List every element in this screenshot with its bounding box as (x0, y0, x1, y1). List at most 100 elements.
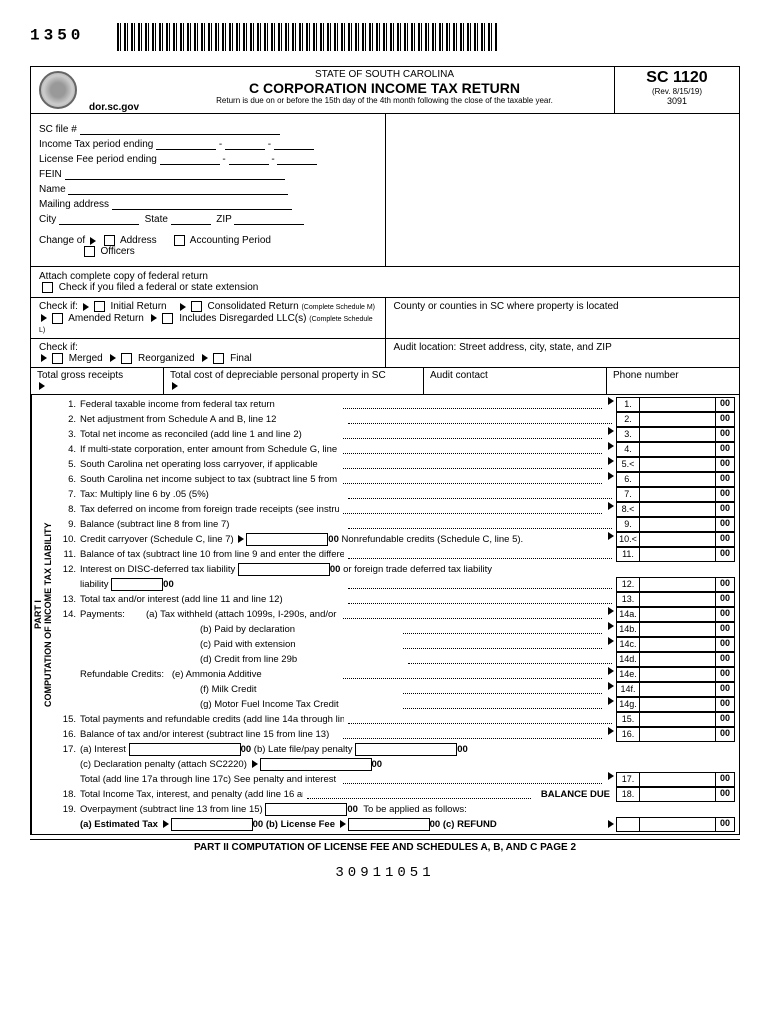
amount-input[interactable] (640, 457, 716, 472)
inline-input[interactable] (171, 818, 253, 831)
triangle-icon (151, 314, 157, 322)
input-zip[interactable] (234, 213, 304, 225)
inline-input[interactable] (348, 818, 430, 831)
amount-input[interactable] (640, 727, 716, 742)
amount-input[interactable] (640, 427, 716, 442)
checkbox-address[interactable] (104, 235, 115, 246)
line-text: Balance of tax and/or interest (subtract… (80, 729, 339, 740)
line-row: 5.South Carolina net operating loss carr… (50, 457, 739, 472)
checkbox-initial[interactable] (94, 301, 105, 312)
line-row: (b) Paid by declaration14b.00 (50, 622, 739, 637)
label-mailing: Mailing address (39, 199, 109, 210)
inline-input[interactable] (238, 563, 330, 576)
input-license-3[interactable] (277, 153, 317, 165)
checkbox-extension[interactable] (42, 282, 53, 293)
amount-input[interactable] (640, 592, 716, 607)
amount-input[interactable] (640, 472, 716, 487)
triangle-icon (608, 532, 614, 540)
line-marker: 14c. (616, 637, 640, 652)
cents-label: 00 (716, 667, 735, 682)
form-title: C CORPORATION INCOME TAX RETURN (159, 80, 610, 96)
checkbox-accounting[interactable] (174, 235, 185, 246)
triangle-icon (41, 354, 47, 362)
line-marker: 14d. (616, 652, 640, 667)
input-license-2[interactable] (229, 153, 269, 165)
input-mailing[interactable] (112, 198, 292, 210)
amount-input[interactable] (640, 577, 716, 592)
amount-input[interactable] (640, 697, 716, 712)
amount-input[interactable] (640, 607, 716, 622)
checkbox-consolidated[interactable] (191, 301, 202, 312)
inline-input[interactable] (246, 533, 328, 546)
checkbox-reorganized[interactable] (121, 353, 132, 364)
cents-label: 00 (716, 427, 735, 442)
triangle-icon (340, 820, 346, 828)
amount-input[interactable] (640, 412, 716, 427)
inline-input[interactable] (355, 743, 457, 756)
label-fein: FEIN (39, 169, 62, 180)
amount-input[interactable] (640, 517, 716, 532)
line-marker: 13. (616, 592, 640, 607)
amount-input[interactable] (640, 712, 716, 727)
inline-input[interactable] (260, 758, 372, 771)
amount-input[interactable] (640, 442, 716, 457)
cents-label: 00 (716, 472, 735, 487)
line-text: If multi-state corporation, enter amount… (80, 444, 339, 455)
amount-input[interactable] (640, 397, 716, 412)
amount-input[interactable] (640, 622, 716, 637)
checkbox-officers[interactable] (84, 246, 95, 257)
top-strip: 1350 (30, 23, 740, 51)
input-income-2[interactable] (225, 138, 265, 150)
label-reorganized: Reorganized (138, 353, 195, 364)
receipts-section: Total gross receipts Total cost of depre… (30, 368, 740, 395)
line-row: 18.Total Income Tax, interest, and penal… (50, 787, 739, 802)
cents-label: 00 (716, 532, 735, 547)
inline-input[interactable] (111, 578, 163, 591)
amount-input[interactable] (640, 637, 716, 652)
input-sc-file[interactable] (80, 123, 280, 135)
line-number: 7. (54, 489, 80, 500)
label-state: State (145, 214, 168, 225)
checkbox-amended[interactable] (52, 313, 63, 324)
amount-input[interactable] (640, 817, 716, 832)
input-income-1[interactable] (156, 138, 216, 150)
cents-label: 00 (716, 457, 735, 472)
form-page: 1350 dor.sc.gov STATE OF SOUTH CAROLINA … (0, 0, 770, 901)
label-city: City (39, 214, 56, 225)
checkbox-final[interactable] (213, 353, 224, 364)
input-fein[interactable] (65, 168, 285, 180)
checkbox-disregarded[interactable] (162, 313, 173, 324)
line-row: 13.Total tax and/or interest (add line 1… (50, 592, 739, 607)
line-number: 1. (54, 399, 80, 410)
triangle-icon (608, 427, 614, 435)
inline-input[interactable] (129, 743, 241, 756)
amount-input[interactable] (640, 667, 716, 682)
amount-input[interactable] (640, 502, 716, 517)
inline-input[interactable] (265, 803, 347, 816)
triangle-icon (608, 727, 614, 735)
line-marker: 14f. (616, 682, 640, 697)
line-row: (a) Estimated Tax 00 (b) License Fee 00 … (50, 817, 739, 832)
input-state[interactable] (171, 213, 211, 225)
input-license-1[interactable] (160, 153, 220, 165)
amount-input[interactable] (640, 547, 716, 562)
input-income-3[interactable] (274, 138, 314, 150)
amount-input[interactable] (640, 787, 716, 802)
amount-input[interactable] (640, 487, 716, 502)
amount-input[interactable] (640, 532, 716, 547)
input-city[interactable] (59, 213, 139, 225)
triangle-icon (608, 502, 614, 510)
line-marker: 9. (616, 517, 640, 532)
amount-input[interactable] (640, 682, 716, 697)
triangle-icon (608, 472, 614, 480)
input-name[interactable] (68, 183, 288, 195)
triangle-icon (252, 760, 258, 768)
amount-input[interactable] (640, 772, 716, 787)
line-number: 13. (54, 594, 80, 605)
line-row: 14.Payments: (a) Tax withheld (attach 10… (50, 607, 739, 622)
triangle-icon (163, 820, 169, 828)
revision: (Rev. 8/15/19) (617, 87, 737, 96)
amount-input[interactable] (640, 652, 716, 667)
checkbox-merged[interactable] (52, 353, 63, 364)
line-text: South Carolina net income subject to tax… (80, 474, 339, 485)
